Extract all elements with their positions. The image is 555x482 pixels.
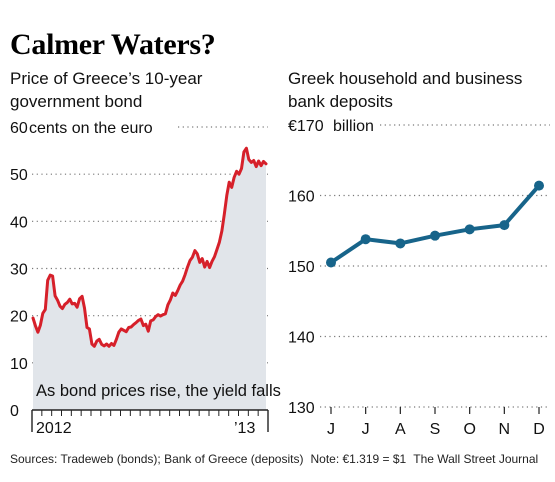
sources-text: Sources: Tradeweb (bonds); Bank of Greec… <box>10 452 304 466</box>
deposits-xtick-label: S <box>430 421 441 438</box>
headline: Calmer Waters? <box>10 28 216 61</box>
bond-ytick-label: 60 <box>10 120 28 137</box>
bond-price-chart: 0 10 20 30 40 50 60 cents on the euro As bond pr… <box>10 120 281 437</box>
deposits-chart: €170 billion 130 140 150 160 J J A S O N D <box>288 118 550 438</box>
deposits-ytick-label: 130 <box>288 400 315 417</box>
deposits-point <box>430 230 440 241</box>
exchange-rate-note: Note: €1.319 = $1 <box>310 452 407 466</box>
deposits-chart-subtitle: Greek household and business bank deposi… <box>288 69 523 111</box>
deposits-ytick-label: 140 <box>288 330 315 347</box>
publisher-credit: The Wall Street Journal <box>413 452 539 466</box>
deposits-ytick-label: €170 <box>288 118 324 135</box>
bond-ytick-label: 40 <box>10 214 28 231</box>
deposits-point <box>499 220 510 231</box>
deposits-ytick-label: 150 <box>288 259 315 276</box>
deposits-point <box>395 238 406 249</box>
bond-price-line <box>31 146 268 348</box>
bond-unit-label: cents on the euro <box>29 120 153 137</box>
bond-ytick-label: 10 <box>10 356 28 373</box>
deposits-xtick-label: J <box>362 421 370 438</box>
deposits-xtick-label: J <box>327 421 335 438</box>
bond-ytick-label: 20 <box>10 309 28 326</box>
deposits-xtick-label: N <box>499 421 511 438</box>
deposits-xtick-label: D <box>533 421 545 438</box>
deposits-unit-label: billion <box>333 118 374 135</box>
deposits-xtick-label: O <box>463 421 475 438</box>
bond-ytick-label: 0 <box>10 403 19 420</box>
bond-chart-subtitle: Price of Greece’s 10-year government bon… <box>10 69 203 111</box>
deposits-point <box>464 224 475 235</box>
deposits-point <box>360 234 371 245</box>
bond-xtick-label: ’13 <box>234 420 255 437</box>
deposits-point <box>326 257 336 268</box>
bond-annotation: As bond prices rise, the yield falls <box>36 382 281 400</box>
bond-xtick-label: 2012 <box>36 420 72 437</box>
bond-ytick-label: 30 <box>10 262 28 279</box>
deposits-ytick-label: 160 <box>288 189 315 206</box>
deposits-xtick-label: A <box>395 421 406 438</box>
footer: Sources: Tradeweb (bonds); Bank of Greec… <box>10 452 538 466</box>
deposits-point <box>534 180 544 191</box>
bond-ytick-label: 50 <box>10 167 28 184</box>
